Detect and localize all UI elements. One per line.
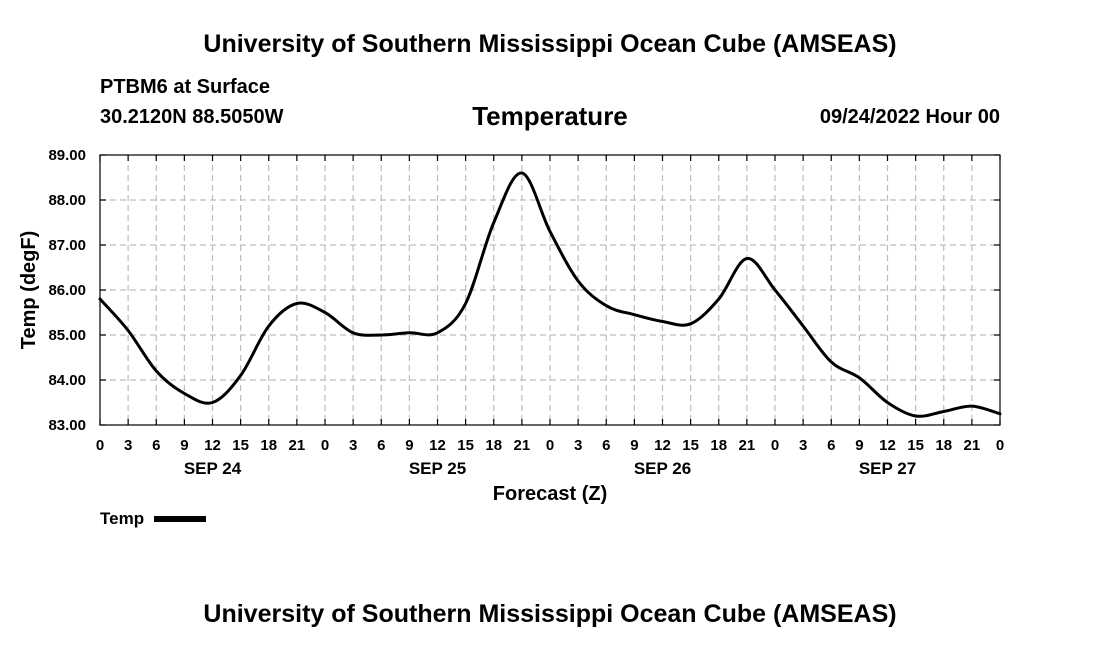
day-label: SEP 24 — [184, 459, 242, 478]
x-tick-label: 3 — [124, 437, 132, 454]
x-tick-label: 9 — [405, 437, 413, 454]
x-tick-label: 12 — [204, 437, 221, 454]
x-tick-label: 21 — [289, 437, 306, 454]
y-tick-label: 87.00 — [48, 237, 86, 254]
tick-layer — [99, 154, 1001, 426]
page-title: University of Southern Mississippi Ocean… — [203, 30, 897, 58]
x-tick-label: 0 — [546, 437, 554, 454]
x-tick-label: 18 — [485, 437, 502, 454]
x-tick-label: 18 — [710, 437, 727, 454]
legend-swatch — [154, 516, 207, 522]
variable-title: Temperature — [472, 101, 628, 131]
station-label: PTBM6 at Surface — [100, 76, 271, 98]
y-axis-label: Temp (degF) — [18, 231, 40, 350]
x-tick-label: 9 — [630, 437, 638, 454]
x-tick-label: 9 — [855, 437, 863, 454]
y-tick-label: 84.00 — [48, 372, 86, 389]
x-tick-label: 3 — [799, 437, 807, 454]
y-tick-label: 88.00 — [48, 192, 86, 209]
x-tick-label: 9 — [180, 437, 188, 454]
day-label: SEP 25 — [409, 459, 466, 478]
x-tick-label: 18 — [935, 437, 952, 454]
x-tick-label: 6 — [152, 437, 160, 454]
x-axis-label: Forecast (Z) — [493, 483, 607, 505]
x-tick-label: 12 — [429, 437, 446, 454]
x-tick-label: 6 — [602, 437, 610, 454]
x-tick-label: 0 — [321, 437, 329, 454]
axis-labels: 0 3 6 9 12 15 18 21 0 3 6 9 12 15 18 21 0 3 6 9 12 15 18 21 0 3 6 9… — [48, 147, 1004, 478]
grid-layer — [100, 155, 1000, 425]
x-tick-label: 3 — [574, 437, 582, 454]
x-tick-label: 21 — [739, 437, 756, 454]
y-tick-label: 89.00 — [48, 147, 86, 164]
x-tick-label: 15 — [682, 437, 699, 454]
x-tick-label: 0 — [996, 437, 1004, 454]
temp-series-line — [98, 171, 1002, 418]
x-tick-label: 18 — [260, 437, 277, 454]
day-label: SEP 26 — [634, 459, 691, 478]
x-tick-label: 15 — [457, 437, 474, 454]
y-tick-label: 85.00 — [48, 327, 86, 344]
x-tick-label: 15 — [907, 437, 924, 454]
legend-label: Temp — [100, 509, 145, 528]
x-tick-label: 12 — [879, 437, 896, 454]
x-tick-label: 12 — [654, 437, 671, 454]
x-tick-label: 21 — [964, 437, 981, 454]
day-label: SEP 27 — [859, 459, 916, 478]
y-tick-label: 86.00 — [48, 282, 86, 299]
y-tick-label: 83.00 — [48, 417, 86, 434]
x-tick-label: 0 — [771, 437, 779, 454]
x-tick-label: 21 — [514, 437, 531, 454]
x-tick-label: 6 — [827, 437, 835, 454]
x-tick-label: 6 — [377, 437, 385, 454]
x-tick-label: 0 — [96, 437, 104, 454]
x-tick-label: 15 — [232, 437, 249, 454]
x-tick-label: 3 — [349, 437, 357, 454]
legend: Temp — [100, 509, 207, 529]
forecast-datetime: 09/24/2022 Hour 00 — [819, 106, 1000, 128]
footer-title: University of Southern Mississippi Ocean… — [203, 600, 897, 628]
coordinates-label: 30.2120N 88.5050W — [100, 106, 284, 128]
